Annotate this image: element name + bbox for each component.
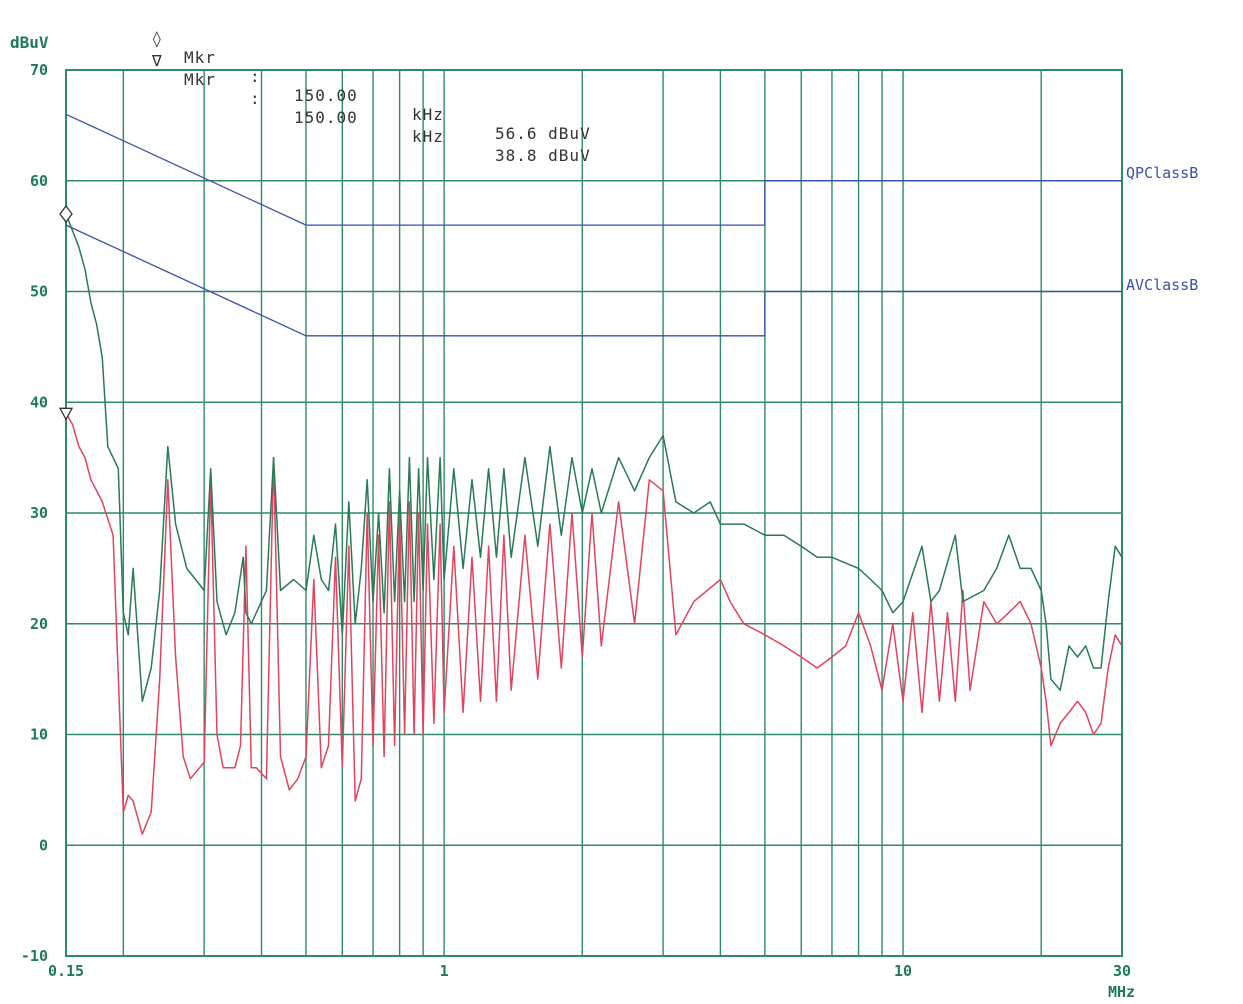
x-tick-labels: 0.15 1 10 30	[48, 962, 1131, 980]
trace-markers	[58, 204, 74, 421]
x-tick-label-2: 10	[894, 962, 912, 980]
traces	[65, 213, 1123, 835]
marker-frequency: 150.00	[294, 86, 358, 105]
y-tick-label-7: 0	[39, 836, 48, 854]
y-tick-labels: 70 60 50 40 30 20 10 0 -10	[21, 61, 48, 965]
x-axis-unit: MHz	[1108, 983, 1136, 1001]
limit-line-0	[65, 113, 1122, 226]
marker-label: Mkr	[184, 48, 216, 67]
x-tick-label-3: 30	[1113, 962, 1131, 980]
marker-triangle-icon: ∇	[152, 51, 163, 70]
marker-label: Mkr	[184, 70, 216, 89]
trace-line-1	[65, 412, 1123, 835]
marker-level: 38.8 dBuV	[495, 146, 591, 165]
marker-frequency: 150.00	[294, 108, 358, 127]
y-tick-label-0: 70	[30, 61, 48, 79]
trace-line-0	[65, 213, 1123, 703]
diamond-marker-icon	[59, 204, 73, 224]
limit-label-av: AVClassB	[1126, 276, 1199, 294]
marker-readout-2: ∇ Mkr : 150.00 kHz 38.8 dBuV	[150, 32, 590, 184]
grid	[65, 69, 1123, 957]
y-tick-label-8: -10	[21, 947, 48, 965]
y-tick-label-2: 50	[30, 283, 48, 301]
x-tick-label-0: 0.15	[48, 962, 84, 980]
marker-frequency-unit: kHz	[412, 127, 444, 146]
limit-lines	[65, 113, 1122, 337]
marker-level: 56.6 dBuV	[495, 124, 591, 143]
y-tick-label-6: 10	[30, 726, 48, 744]
marker-separator: :	[250, 89, 261, 108]
marker-separator: :	[250, 67, 261, 86]
x-tick-label-1: 1	[440, 962, 449, 980]
marker-diamond-icon: ◊	[152, 29, 163, 48]
y-tick-label-4: 30	[30, 504, 48, 522]
plot-frame	[65, 69, 1123, 957]
y-axis-unit: dBuV	[10, 33, 49, 52]
marker-frequency-unit: kHz	[412, 105, 444, 124]
y-tick-label-5: 20	[30, 615, 48, 633]
y-tick-label-3: 40	[30, 393, 48, 411]
limit-label-qp: QPClassB	[1126, 164, 1199, 182]
marker-readout-1: ◊ Mkr : 150.00 kHz 56.6 dBuV	[150, 10, 590, 162]
triangle-marker-icon	[58, 407, 74, 421]
y-tick-label-1: 60	[30, 172, 48, 190]
limit-line-1	[65, 224, 1122, 337]
